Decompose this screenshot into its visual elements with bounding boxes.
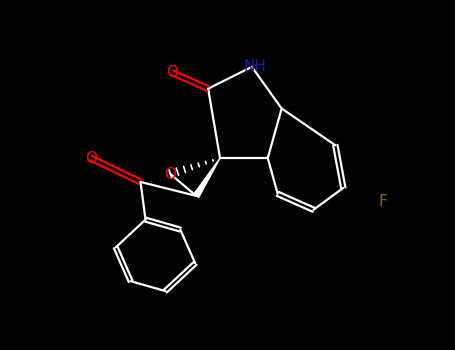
Text: O: O: [167, 65, 178, 80]
Text: O: O: [85, 150, 97, 166]
Text: O: O: [164, 167, 177, 182]
Text: F: F: [379, 194, 387, 209]
Text: NH: NH: [243, 60, 266, 74]
Polygon shape: [194, 158, 220, 197]
